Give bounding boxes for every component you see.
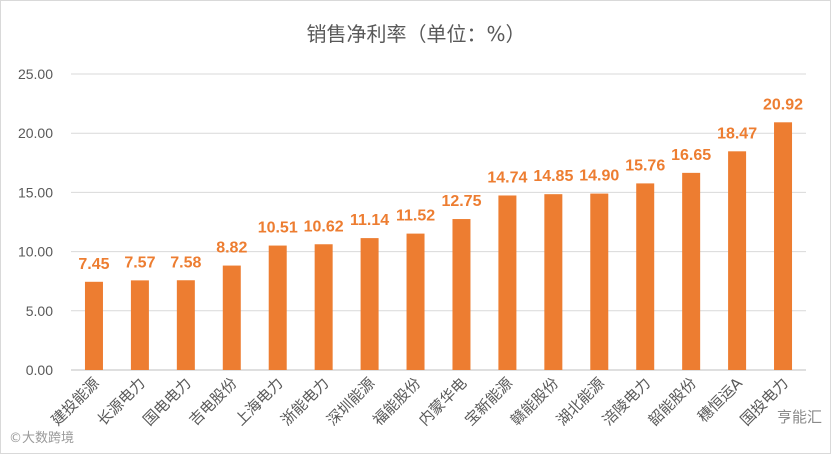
x-tick-label: 福能股份 <box>369 374 424 429</box>
data-label: 14.85 <box>533 168 573 185</box>
bar <box>774 122 793 371</box>
chart-title: 销售净利率（单位：%） <box>306 22 525 46</box>
y-tick-label: 15.00 <box>18 184 53 200</box>
data-label: 15.76 <box>625 157 665 174</box>
bar <box>130 280 149 370</box>
y-tick-label: 20.00 <box>18 125 53 141</box>
x-tick-label: 湖北能源 <box>553 374 608 429</box>
data-label: 10.51 <box>258 220 298 237</box>
x-tick-label: 韶能股份 <box>645 374 700 429</box>
data-label: 7.45 <box>78 256 109 273</box>
x-tick-label: 涪陵电力 <box>599 374 654 429</box>
x-tick-label: 吉电股份 <box>185 374 240 429</box>
data-label: 10.62 <box>304 218 344 235</box>
watermark-left: ©大数跨境 <box>9 431 75 446</box>
data-label: 11.52 <box>396 208 435 225</box>
bar <box>498 195 517 370</box>
bar <box>176 280 195 370</box>
bar <box>84 281 103 370</box>
bar <box>314 244 333 370</box>
data-labels: 7.45 7.57 7.58 8.82 10.51 10.62 11.14 11.52 12.7… <box>78 96 803 272</box>
data-label: 8.82 <box>216 240 247 257</box>
bars <box>84 122 793 371</box>
x-tick-label: 赣能股份 <box>507 374 562 429</box>
data-label: 7.58 <box>170 254 201 271</box>
bar <box>682 172 701 370</box>
bar <box>636 183 655 370</box>
bar <box>452 219 471 370</box>
x-tick-label: 上海电力 <box>231 374 286 429</box>
data-label: 18.47 <box>717 125 757 142</box>
data-label: 12.75 <box>441 193 481 210</box>
bar <box>360 238 379 370</box>
bar <box>590 193 609 370</box>
bar <box>268 245 287 370</box>
x-tick-label: 深圳能源 <box>323 374 378 429</box>
bar <box>406 233 425 370</box>
x-tick-label: 建投能源 <box>48 374 103 429</box>
data-label: 20.92 <box>763 96 803 113</box>
x-tick-label: 宝新能源 <box>461 374 516 429</box>
y-tick-label: 0.00 <box>26 362 53 378</box>
x-tick-label: 浙能电力 <box>277 374 332 429</box>
y-tick-label: 10.00 <box>18 244 53 260</box>
data-label: 7.57 <box>124 254 155 271</box>
bar <box>544 194 563 370</box>
watermark-right: 亨能汇 <box>776 408 822 426</box>
x-tick-label: 国电电力 <box>140 374 195 429</box>
x-tick-label: 内蒙华电 <box>415 374 470 429</box>
data-label: 14.90 <box>579 168 619 185</box>
y-axis: 0.00 5.00 10.00 15.00 20.00 25.00 <box>18 66 53 378</box>
bar <box>222 265 241 370</box>
x-tick-label: 长源电力 <box>94 374 149 429</box>
data-label: 16.65 <box>671 147 711 164</box>
x-axis: 建投能源长源电力国电电力吉电股份上海电力浙能电力深圳能源福能股份内蒙华电宝新能源… <box>48 374 792 430</box>
data-label: 11.14 <box>350 212 389 229</box>
y-tick-label: 25.00 <box>18 66 53 82</box>
y-tick-label: 5.00 <box>26 303 53 319</box>
data-label: 14.74 <box>487 169 527 186</box>
bar <box>728 151 747 370</box>
